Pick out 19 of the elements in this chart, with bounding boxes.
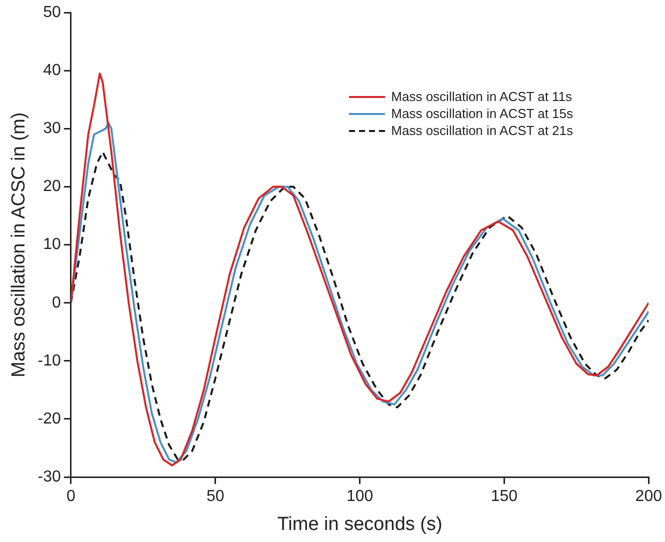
y-tick-label: -30 — [38, 468, 62, 486]
y-tick-label: 20 — [43, 178, 62, 196]
y-tick-label: -10 — [38, 352, 62, 370]
y-tick-label: 50 — [43, 4, 62, 22]
x-tick-label: 100 — [346, 488, 374, 506]
x-tick-label: 200 — [635, 488, 662, 506]
y-tick-label: 40 — [43, 62, 62, 80]
legend-label: Mass oscillation in ACST at 15s — [391, 106, 573, 121]
x-tick-label: 0 — [66, 488, 76, 506]
y-axis-title: Mass oscillation in ACSC in (m) — [8, 112, 30, 378]
y-tick-label: -20 — [38, 410, 62, 428]
legend-label: Mass oscillation in ACST at 21s — [391, 123, 573, 138]
legend-label: Mass oscillation in ACST at 11s — [391, 89, 572, 104]
x-axis-title: Time in seconds (s) — [277, 514, 442, 535]
y-tick-label: 0 — [52, 294, 62, 312]
y-tick-label: 10 — [43, 236, 62, 254]
x-tick-label: 50 — [206, 488, 224, 506]
y-tick-label: 30 — [43, 120, 62, 138]
x-tick-label: 150 — [490, 488, 518, 506]
